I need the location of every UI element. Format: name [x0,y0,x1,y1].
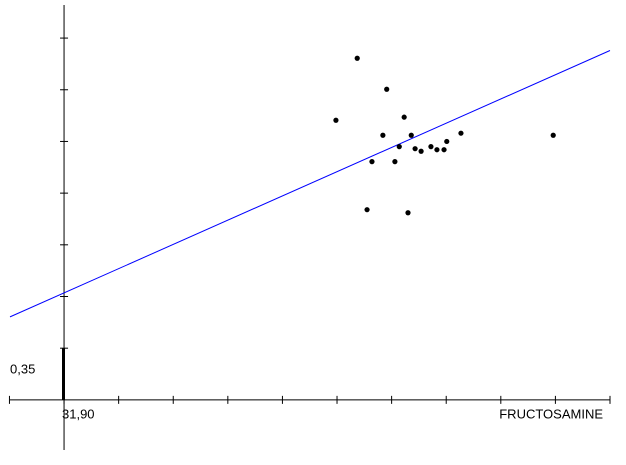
point [412,146,418,152]
axis-highlight [62,348,65,400]
point [392,159,398,165]
point [384,86,390,92]
point [380,132,386,138]
point [405,210,411,216]
regression-line [9,50,611,318]
point [408,132,414,138]
point [418,148,424,154]
x-axis-label: FRUCTOSAMINE [499,406,603,421]
point [354,55,360,61]
point [441,147,447,153]
point [364,207,370,213]
point [458,130,464,136]
point [369,159,375,165]
point [434,147,440,153]
point [333,117,339,123]
point [444,138,450,145]
y-origin-label: 0,35 [10,361,35,376]
point [428,144,434,150]
point [550,132,556,138]
point [396,144,402,150]
x-origin-label: 31,90 [62,406,95,421]
point [401,114,407,120]
